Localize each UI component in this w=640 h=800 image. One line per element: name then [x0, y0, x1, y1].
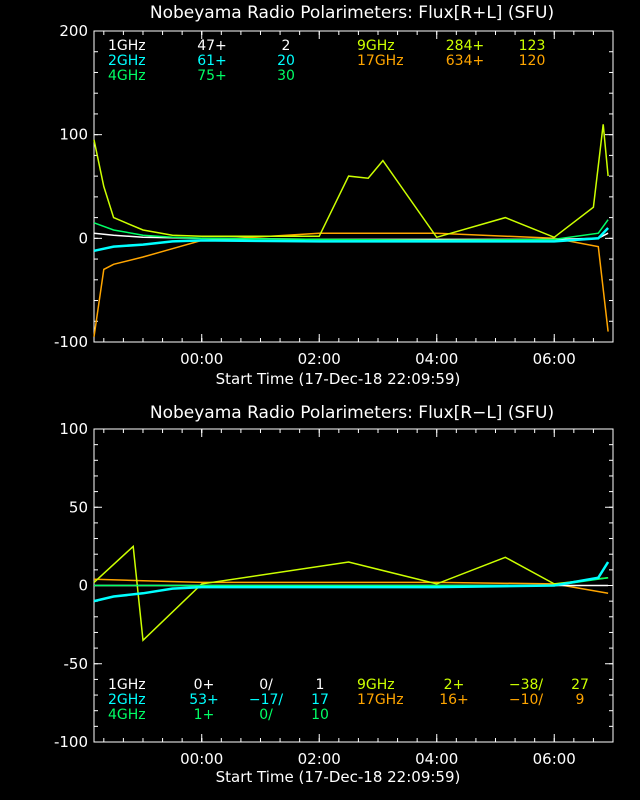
y-axis: 200 100 0 -100 [54, 22, 613, 351]
x-tick-label: 06:00 [533, 350, 576, 368]
legend-value: 1 [316, 677, 325, 693]
legend-value: 75+ [197, 68, 227, 84]
series-line-2ghz [93, 561, 610, 603]
y-tick-label: -50 [64, 655, 89, 673]
legend: 1GHz 0+ 0/1 2GHz 53+ −17/17 4GHz 1+ 0/10 9GHz 2+ −3… [108, 677, 589, 723]
y-tick-label: 50 [69, 498, 88, 516]
legend-value: −38/ [509, 677, 544, 693]
series-line-9ghz [93, 544, 609, 642]
y-tick-label: 0 [78, 229, 88, 247]
legend-band: 4GHz [108, 68, 146, 84]
y-tick-label: 100 [59, 420, 88, 438]
y-tick-label: -100 [54, 333, 88, 351]
legend-band: 9GHz [357, 38, 395, 54]
legend-value: 2+ [444, 677, 465, 693]
series-group [93, 124, 610, 337]
chart-title: Nobeyama Radio Polarimeters: Flux[R+L] (… [150, 3, 554, 23]
legend-value: 284+ [446, 38, 484, 54]
series-line-9ghz [93, 124, 609, 239]
series-line-1ghz [93, 232, 609, 241]
legend-band: 2GHz [108, 53, 146, 69]
y-tick-label: 100 [59, 126, 88, 144]
legend-band: 2GHz [108, 692, 146, 708]
series-line-2ghz [93, 227, 610, 253]
x-tick-label: 04:00 [415, 350, 458, 368]
y-tick-label: 0 [78, 577, 88, 595]
legend-band: 17GHz [357, 53, 404, 69]
legend-value: 47+ [197, 38, 227, 54]
legend-value: 20 [277, 53, 295, 69]
legend: 1GHz 47+ 2 2GHz 61+ 20 4GHz 75+ 30 9GHz 284+ 123 17G… [108, 38, 545, 84]
legend-value: 9 [576, 692, 585, 708]
legend-value: 0/ [259, 707, 273, 723]
x-axis-title: Start Time (17-Dec-18 22:09:59) [216, 370, 461, 388]
series-line-4ghz [93, 219, 609, 242]
x-tick-label: 02:00 [298, 750, 341, 768]
legend-band: 1GHz [108, 38, 146, 54]
legend-value: 634+ [446, 53, 484, 69]
legend-value: 1+ [194, 707, 215, 723]
x-axis: 00:00 02:00 04:00 06:00 [103, 31, 614, 368]
legend-value: −17/ [249, 692, 284, 708]
x-tick-label: 00:00 [180, 350, 223, 368]
legend-value: 53+ [189, 692, 219, 708]
legend-band: 4GHz [108, 707, 146, 723]
panel-sum: Nobeyama Radio Polarimeters: Flux[R+L] (… [54, 3, 614, 388]
legend-value: 17 [311, 692, 329, 708]
legend-value: 27 [571, 677, 589, 693]
x-tick-label: 06:00 [533, 750, 576, 768]
x-tick-label: 02:00 [298, 350, 341, 368]
legend-value: 30 [277, 68, 295, 84]
series-line-17ghz [93, 232, 609, 337]
legend-band: 1GHz [108, 677, 146, 693]
plot-frame [93, 30, 614, 343]
legend-band: 17GHz [357, 692, 404, 708]
legend-value: −10/ [509, 692, 544, 708]
y-tick-label: -100 [54, 733, 88, 751]
legend-value: 61+ [197, 53, 227, 69]
x-tick-label: 04:00 [415, 750, 458, 768]
x-axis: 00:00 02:00 04:00 06:00 [103, 429, 614, 768]
legend-value: 120 [519, 53, 546, 69]
legend-value: 16+ [439, 692, 469, 708]
legend-value: 10 [311, 707, 329, 723]
legend-band: 9GHz [357, 677, 395, 693]
series-group [93, 544, 610, 642]
panel-diff: Nobeyama Radio Polarimeters: Flux[R−L] (… [54, 403, 614, 786]
legend-value: 0/ [259, 677, 273, 693]
x-axis-title: Start Time (17-Dec-18 22:09:59) [216, 768, 461, 786]
x-tick-label: 00:00 [180, 750, 223, 768]
legend-value: 0+ [194, 677, 215, 693]
chart-title: Nobeyama Radio Polarimeters: Flux[R−L] (… [150, 403, 554, 423]
legend-value: 2 [282, 38, 291, 54]
y-tick-label: 200 [59, 22, 88, 40]
legend-value: 123 [519, 38, 546, 54]
